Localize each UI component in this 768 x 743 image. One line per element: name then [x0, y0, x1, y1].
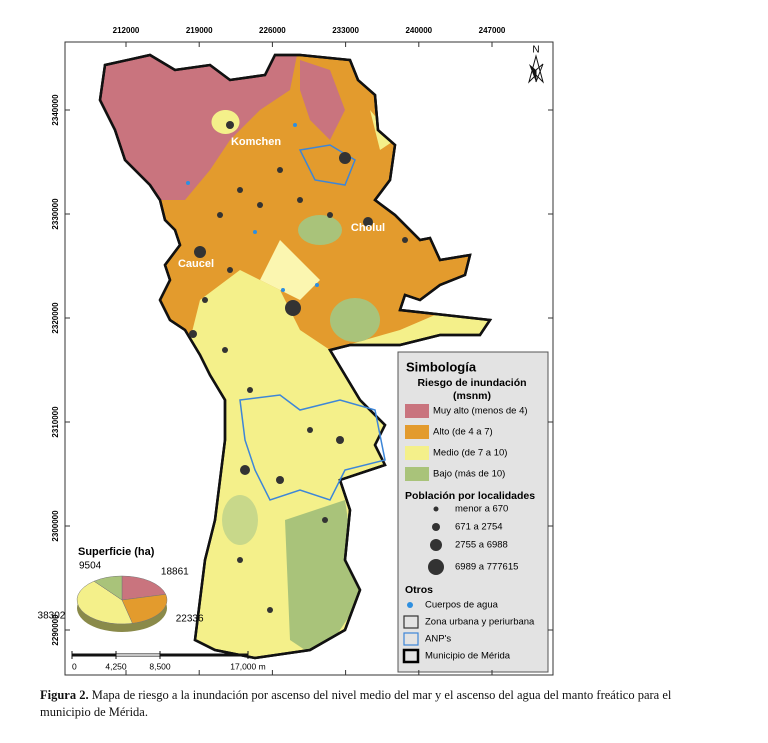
place-label: Komchen	[231, 136, 281, 148]
legend-symbol	[402, 648, 420, 664]
legend: Simbología Riesgo de inundación(msnm) Muy …	[397, 351, 549, 673]
x-coord-label: 219000	[186, 26, 213, 35]
y-coord-label: 2330000	[51, 198, 60, 230]
pie-label: 38302	[38, 610, 66, 621]
place-label: Caucel	[178, 258, 214, 270]
legend-title: Simbología	[406, 359, 477, 374]
anp-outline	[298, 144, 356, 186]
y-coord-label: 2320000	[51, 302, 60, 334]
pie-slice	[76, 580, 133, 625]
y-coord-label: 2300000	[51, 510, 60, 542]
localities	[189, 121, 408, 613]
legend-swatch	[405, 446, 429, 460]
legend-label: Cuerpos de agua	[425, 600, 499, 611]
caption-label: Figura 2.	[40, 688, 89, 702]
legend-subtitle: Población por localidades	[405, 490, 535, 502]
legend-label: 2755 a 6988	[455, 540, 508, 551]
legend-swatch	[405, 404, 429, 418]
pie-label: 18861	[161, 566, 189, 577]
legend-symbol	[433, 506, 439, 512]
water-bodies	[186, 123, 319, 292]
north-arrow	[528, 54, 544, 84]
legend-label: Zona urbana y periurbana	[425, 617, 535, 628]
legend-symbol	[403, 632, 419, 646]
scale-label: 8,500	[149, 661, 171, 671]
x-coord-label: 247000	[479, 26, 506, 35]
pie-label: 22336	[176, 613, 204, 624]
legend-label: 671 a 2754	[455, 522, 503, 533]
x-coord-label: 212000	[113, 26, 140, 35]
legend-subtitle: (msnm)	[453, 390, 491, 402]
pie-slice	[121, 594, 168, 624]
legend-symbol	[432, 523, 440, 531]
legend-subtitle: Otros	[405, 584, 433, 596]
pie-slice	[93, 575, 123, 601]
legend-swatch	[405, 425, 429, 439]
legend-subtitle: Riesgo de inundación	[417, 377, 526, 389]
x-coord-label: 226000	[259, 26, 286, 35]
pie-slice	[121, 575, 167, 601]
legend-symbol	[403, 615, 419, 629]
pie-title: Superficie (ha)	[78, 546, 155, 558]
legend-label: Municipio de Mérida	[425, 651, 511, 662]
scale-label: 4,250	[105, 661, 127, 671]
north-label: N	[532, 45, 539, 56]
municipality-outline	[98, 53, 493, 660]
legend-label: menor a 670	[455, 504, 508, 515]
legend-symbol	[407, 602, 413, 608]
scale-label: 17,000 m	[230, 661, 265, 671]
legend-symbol	[430, 539, 442, 551]
legend-label: Bajo (más de 10)	[433, 469, 505, 480]
legend-label: 6989 a 777615	[455, 562, 518, 573]
legend-swatch	[405, 467, 429, 481]
pie-title-group: Superficie (ha)	[78, 546, 155, 558]
caption: Figura 2. Mapa de riesgo a la inundación…	[40, 687, 700, 721]
y-coord-label: 2340000	[51, 94, 60, 126]
legend-label: ANP's	[425, 634, 451, 645]
place-label: Cholul	[351, 222, 385, 234]
x-coord-label: 240000	[405, 26, 432, 35]
legend-label: Muy alto (menos de 4)	[433, 406, 528, 417]
scale-label: 0	[72, 661, 77, 671]
legend-label: Medio (de 7 a 10)	[433, 448, 507, 459]
caption-text: Mapa de riesgo a la inundación por ascen…	[40, 688, 672, 719]
legend-label: Alto (de 4 a 7)	[433, 427, 493, 438]
y-coord-label: 2310000	[51, 406, 60, 438]
pie-label: 9504	[79, 561, 102, 572]
anp-outline	[239, 394, 386, 501]
legend-symbol	[428, 559, 444, 575]
y-coord-label: 2290000	[51, 614, 60, 646]
x-coord-label: 233000	[332, 26, 359, 35]
